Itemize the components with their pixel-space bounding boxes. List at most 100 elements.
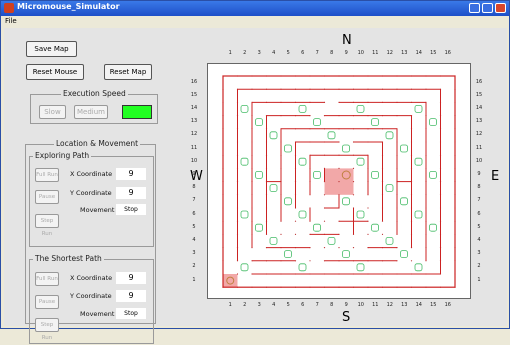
shortest-pause-button[interactable]: Pause — [35, 295, 59, 309]
column-label-bottom: 4 — [272, 302, 276, 308]
unexplored-cell-marker — [327, 236, 336, 245]
execution-speed-panel: Execution Speed Slow Medium — [30, 89, 158, 124]
unexplored-cell-marker — [414, 105, 423, 113]
exploring-movement-label: Movement — [80, 206, 115, 214]
unexplored-cell-marker — [240, 157, 249, 166]
grid-post — [338, 181, 340, 183]
row-label-left: 12 — [190, 131, 198, 138]
exploring-full-run-button[interactable]: Full Run — [35, 168, 59, 182]
unexplored-cell-marker — [342, 197, 350, 206]
row-label-left: 4 — [192, 237, 196, 243]
reset-mouse-button[interactable]: Reset Mouse — [26, 64, 84, 80]
row-label-left: 6 — [192, 210, 196, 217]
column-label-bottom: 7 — [315, 302, 319, 308]
exploring-y-label: Y Coordinate — [70, 189, 112, 197]
unexplored-cell-marker — [356, 263, 365, 272]
location-movement-title: Location & Movement — [54, 139, 141, 148]
grid-post — [294, 220, 297, 222]
row-label-left: 2 — [192, 263, 196, 270]
save-map-button[interactable]: Save Map — [26, 41, 77, 57]
grid-post — [367, 233, 369, 235]
unexplored-cell-marker — [371, 171, 379, 179]
unexplored-cell-marker — [371, 118, 379, 126]
column-label-bottom: 10 — [357, 302, 364, 308]
unexplored-cell-marker — [400, 197, 408, 206]
unexplored-cell-marker — [284, 144, 292, 153]
grid-post — [309, 260, 311, 262]
minimize-button[interactable] — [469, 3, 480, 13]
shortest-step-run-button[interactable]: Step Run — [35, 318, 59, 341]
shortest-full-run-button[interactable]: Full Run — [35, 272, 59, 286]
column-label-top: 5 — [286, 50, 290, 56]
column-label-top: 8 — [330, 50, 334, 56]
start-marker — [226, 276, 235, 285]
reset-map-button[interactable]: Reset Map — [104, 64, 152, 80]
column-label-bottom: 13 — [401, 302, 408, 308]
column-label-top: 1 — [228, 50, 232, 56]
exploring-path-title: Exploring Path — [33, 151, 92, 160]
exploring-pause-button[interactable]: Pause — [35, 190, 59, 204]
exploring-x-value: 9 — [116, 168, 146, 180]
unexplored-cell-marker — [429, 171, 437, 179]
window-title: Micromouse_Simulator — [17, 2, 120, 11]
speed-slow-button[interactable]: Slow — [39, 105, 66, 119]
row-label-right: 5 — [477, 223, 481, 230]
maximize-button[interactable] — [482, 3, 493, 13]
shortest-x-label: X Coordinate — [70, 274, 113, 282]
grid-post — [352, 247, 355, 249]
column-label-top: 15 — [430, 50, 437, 56]
unexplored-cell-marker — [240, 105, 249, 113]
row-label-left: 13 — [190, 118, 198, 125]
unexplored-cell-marker — [400, 250, 408, 259]
grid-post — [294, 233, 297, 235]
compass-east: E — [491, 169, 500, 184]
grid-post — [381, 233, 384, 235]
title-bar: Micromouse_Simulator — [1, 1, 509, 16]
row-label-left: 16 — [190, 78, 198, 85]
row-label-right: 8 — [477, 184, 481, 191]
row-label-right: 1 — [477, 276, 481, 283]
column-label-top: 3 — [257, 50, 261, 56]
unexplored-cell-marker — [240, 210, 249, 219]
column-label-top: 12 — [386, 50, 393, 56]
location-movement-panel: Location & Movement Exploring Path Full … — [25, 139, 156, 344]
unexplored-cell-marker — [400, 144, 408, 153]
unexplored-cell-marker — [284, 197, 292, 206]
speed-medium-button[interactable]: Medium — [74, 105, 108, 119]
row-label-right: 13 — [475, 118, 483, 125]
speed-fast-button[interactable] — [122, 105, 152, 119]
row-label-right: 6 — [477, 210, 481, 217]
row-label-right: 4 — [477, 237, 481, 243]
unexplored-cell-marker — [298, 263, 307, 272]
column-label-bottom: 11 — [372, 302, 379, 308]
row-label-left: 7 — [192, 197, 196, 204]
grid-post — [367, 207, 369, 209]
unexplored-cell-marker — [385, 184, 394, 192]
shortest-path-panel: The Shortest Path Full Run Pause Step Ru… — [29, 254, 154, 344]
menu-file[interactable]: File — [5, 17, 17, 25]
unexplored-cell-marker — [414, 210, 423, 219]
grid-post — [338, 167, 340, 169]
unexplored-cell-marker — [313, 171, 321, 179]
maze-outer-wall — [222, 75, 456, 288]
column-label-bottom: 15 — [430, 302, 437, 308]
shortest-path-title: The Shortest Path — [33, 254, 104, 263]
unexplored-cell-marker — [255, 171, 263, 179]
unexplored-cell-marker — [414, 263, 423, 272]
unexplored-cell-marker — [429, 118, 437, 126]
row-label-right: 15 — [475, 91, 483, 98]
grid-post — [352, 194, 355, 196]
maze-board — [207, 63, 471, 299]
column-label-bottom: 8 — [330, 302, 334, 308]
row-label-right: 10 — [475, 157, 483, 164]
compass-north: N — [342, 33, 352, 48]
unexplored-cell-marker — [255, 118, 263, 126]
close-button[interactable] — [495, 3, 506, 13]
unexplored-cell-marker — [313, 223, 321, 232]
unexplored-cell-marker — [240, 263, 249, 272]
unexplored-cell-marker — [342, 250, 350, 259]
exploring-step-run-button[interactable]: Step Run — [35, 214, 59, 237]
unexplored-cell-marker — [385, 131, 394, 140]
unexplored-cell-marker — [313, 118, 321, 126]
unexplored-cell-marker — [356, 105, 365, 113]
